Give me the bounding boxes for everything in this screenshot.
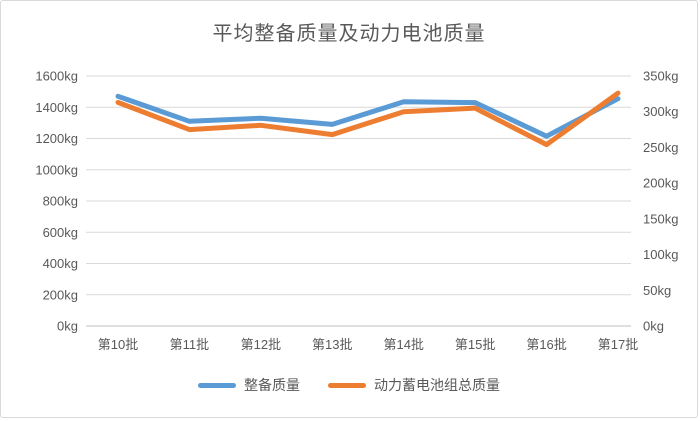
series-line-battery-weight [115, 90, 621, 148]
y-axis-left-label: 1200kg [35, 131, 78, 146]
legend-label: 整备质量 [244, 377, 300, 393]
y-axis-right-label: 0kg [643, 319, 664, 334]
y-axis-left-label: 1400kg [35, 100, 78, 115]
y-axis-right-label: 350kg [643, 69, 678, 84]
y-axis-right-label: 50kg [643, 283, 671, 298]
y-axis-left-label: 0kg [57, 319, 78, 334]
series-line-curb-weight [115, 93, 621, 139]
y-axis-left-label: 800kg [43, 194, 78, 209]
x-axis-label: 第10批 [98, 337, 138, 352]
legend-item-curb-weight: 整备质量 [198, 375, 300, 395]
y-axis-left-label: 600kg [43, 225, 78, 240]
y-axis-left-label: 1600kg [35, 69, 78, 84]
x-axis-label: 第14批 [383, 337, 423, 352]
y-axis-left-label: 200kg [43, 287, 78, 302]
y-axis-right-label: 200kg [643, 176, 678, 191]
x-axis-label: 第15批 [455, 337, 495, 352]
x-axis-label: 第13批 [312, 337, 352, 352]
legend-line-marker [198, 382, 236, 388]
legend-line-marker [328, 382, 366, 388]
y-axis-left-label: 400kg [43, 256, 78, 271]
x-axis-label: 第16批 [526, 337, 566, 352]
x-axis-label: 第11批 [170, 337, 210, 352]
chart-title: 平均整备质量及动力电池质量 [212, 23, 486, 45]
legend-item-battery-weight: 动力蓄电池组总质量 [328, 375, 500, 395]
y-axis-right-label: 100kg [643, 247, 678, 262]
y-axis-right-label: 150kg [643, 211, 678, 226]
chart-legend: 整备质量 动力蓄电池组总质量 [1, 375, 697, 395]
y-axis-right-label: 250kg [643, 140, 678, 155]
legend-label: 动力蓄电池组总质量 [374, 377, 500, 393]
x-axis-label: 第17批 [598, 337, 638, 352]
x-axis-label: 第12批 [241, 337, 281, 352]
y-axis-left-label: 1000kg [35, 162, 78, 177]
y-axis-right-label: 300kg [643, 104, 678, 119]
